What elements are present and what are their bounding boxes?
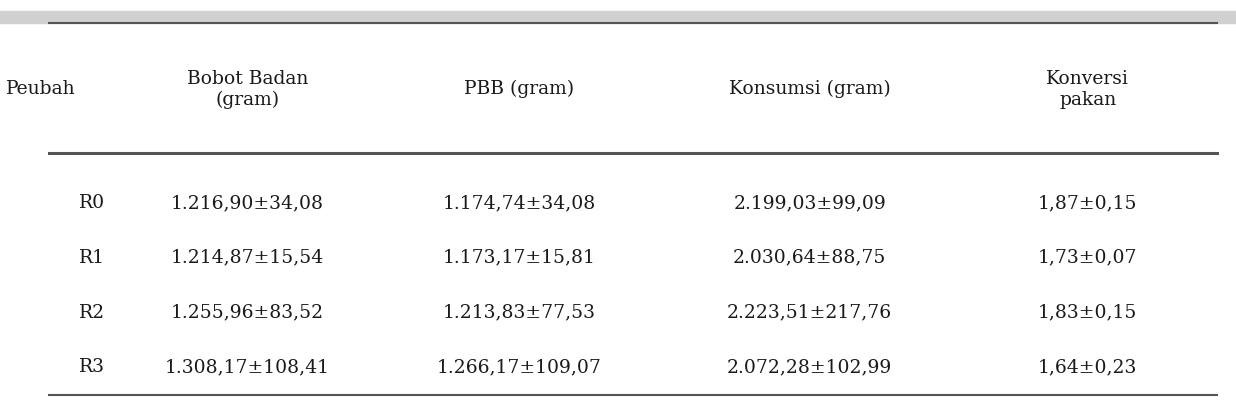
Text: 1.213,83±77,53: 1.213,83±77,53 [442, 303, 596, 321]
Text: 2.072,28±102,99: 2.072,28±102,99 [727, 358, 892, 375]
Text: R2: R2 [79, 303, 105, 321]
Text: Konversi
pakan: Konversi pakan [1046, 70, 1130, 109]
Text: Peubah: Peubah [6, 80, 75, 98]
Text: 1.266,17±109,07: 1.266,17±109,07 [436, 358, 602, 375]
Text: R3: R3 [79, 358, 105, 375]
Text: Bobot Badan
(gram): Bobot Badan (gram) [187, 70, 308, 109]
Text: 1,87±0,15: 1,87±0,15 [1038, 194, 1137, 211]
Text: 1.308,17±108,41: 1.308,17±108,41 [164, 358, 330, 375]
Text: 2.199,03±99,09: 2.199,03±99,09 [733, 194, 886, 211]
Text: Konsumsi (gram): Konsumsi (gram) [729, 80, 890, 98]
Text: 1.216,90±34,08: 1.216,90±34,08 [171, 194, 324, 211]
Text: PBB (gram): PBB (gram) [464, 80, 575, 98]
Text: 1.214,87±15,54: 1.214,87±15,54 [171, 248, 324, 266]
Text: 1,64±0,23: 1,64±0,23 [1038, 358, 1137, 375]
Text: 1,83±0,15: 1,83±0,15 [1038, 303, 1137, 321]
Text: 2.030,64±88,75: 2.030,64±88,75 [733, 248, 886, 266]
Text: 1.174,74±34,08: 1.174,74±34,08 [442, 194, 596, 211]
Text: R1: R1 [79, 248, 105, 266]
Text: 1,73±0,07: 1,73±0,07 [1038, 248, 1137, 266]
Bar [0, 12, 1236, 24]
Text: 1.173,17±15,81: 1.173,17±15,81 [442, 248, 596, 266]
Text: 2.223,51±217,76: 2.223,51±217,76 [727, 303, 892, 321]
Text: R0: R0 [79, 194, 105, 211]
Text: 1.255,96±83,52: 1.255,96±83,52 [171, 303, 324, 321]
